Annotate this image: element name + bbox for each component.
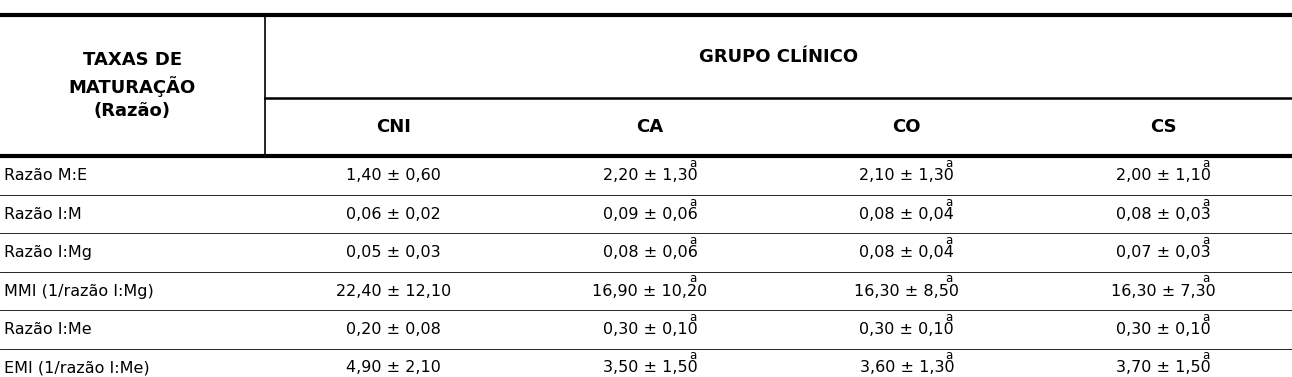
Text: 16,30 ± 7,30: 16,30 ± 7,30 [1111,284,1216,299]
Text: a: a [1203,349,1209,362]
Text: a: a [689,196,696,208]
Text: a: a [946,349,953,362]
Text: Razão I:Me: Razão I:Me [4,322,92,337]
Text: 0,08 ± 0,06: 0,08 ± 0,06 [602,245,698,260]
Text: CA: CA [637,118,664,136]
Text: 0,08 ± 0,04: 0,08 ± 0,04 [859,245,955,260]
Text: 0,30 ± 0,10: 0,30 ± 0,10 [1116,322,1211,337]
Text: 0,30 ± 0,10: 0,30 ± 0,10 [602,322,698,337]
Text: CNI: CNI [376,118,411,136]
Text: a: a [689,234,696,247]
Text: Razão I:Mg: Razão I:Mg [4,245,92,260]
Text: 3,50 ± 1,50: 3,50 ± 1,50 [602,360,698,375]
Text: CS: CS [1150,118,1177,136]
Text: 0,07 ± 0,03: 0,07 ± 0,03 [1116,245,1211,260]
Text: a: a [689,349,696,362]
Text: 1,40 ± 0,60: 1,40 ± 0,60 [346,168,441,183]
Text: a: a [689,311,696,324]
Text: 3,70 ± 1,50: 3,70 ± 1,50 [1116,360,1211,375]
Text: a: a [946,196,953,208]
Text: 4,90 ± 2,10: 4,90 ± 2,10 [346,360,441,375]
Text: a: a [1203,311,1209,324]
Text: GRUPO CLÍNICO: GRUPO CLÍNICO [699,48,858,66]
Text: EMI (1/razão I:Me): EMI (1/razão I:Me) [4,360,150,375]
Text: 2,10 ± 1,30: 2,10 ± 1,30 [859,168,955,183]
Text: a: a [946,273,953,285]
Text: a: a [1203,157,1209,170]
Text: 3,60 ± 1,30: 3,60 ± 1,30 [859,360,953,375]
Text: 2,00 ± 1,10: 2,00 ± 1,10 [1116,168,1211,183]
Text: 0,05 ± 0,03: 0,05 ± 0,03 [346,245,441,260]
Text: a: a [1203,196,1209,208]
Text: 22,40 ± 12,10: 22,40 ± 12,10 [336,284,451,299]
Text: CO: CO [893,118,921,136]
Text: a: a [946,311,953,324]
Text: a: a [1203,273,1209,285]
Text: a: a [946,234,953,247]
Text: 0,06 ± 0,02: 0,06 ± 0,02 [346,207,441,222]
Text: 0,08 ± 0,03: 0,08 ± 0,03 [1116,207,1211,222]
Text: MMI (1/razão I:Mg): MMI (1/razão I:Mg) [4,284,154,299]
Text: TAXAS DE
MATURAÇÃO
(Razão): TAXAS DE MATURAÇÃO (Razão) [68,51,196,121]
Text: a: a [946,157,953,170]
Text: Razão M:E: Razão M:E [4,168,87,183]
Text: a: a [689,157,696,170]
Text: 0,09 ± 0,06: 0,09 ± 0,06 [602,207,698,222]
Text: 16,90 ± 10,20: 16,90 ± 10,20 [593,284,708,299]
Text: Razão I:M: Razão I:M [4,207,81,222]
Text: a: a [689,273,696,285]
Text: 0,08 ± 0,04: 0,08 ± 0,04 [859,207,955,222]
Text: 2,20 ± 1,30: 2,20 ± 1,30 [602,168,698,183]
Text: 16,30 ± 8,50: 16,30 ± 8,50 [854,284,960,299]
Text: 0,20 ± 0,08: 0,20 ± 0,08 [346,322,441,337]
Text: 0,30 ± 0,10: 0,30 ± 0,10 [859,322,955,337]
Text: a: a [1203,234,1209,247]
